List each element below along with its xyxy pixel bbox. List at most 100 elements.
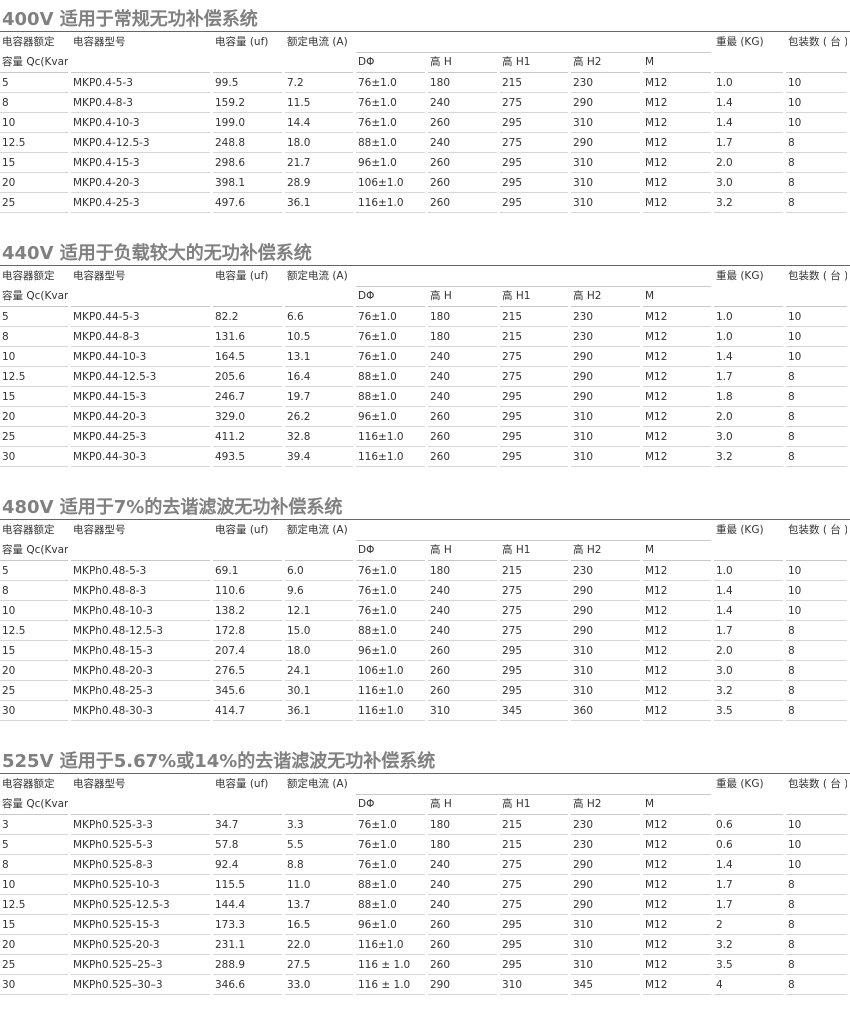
header-underline — [428, 560, 497, 561]
table-cell: 240 — [428, 581, 497, 601]
table-cell: 275 — [500, 581, 568, 601]
table-cell: M12 — [643, 975, 711, 995]
header-cell: DΦ — [358, 544, 375, 556]
header-underline — [0, 814, 68, 815]
table-cell: 131.6 — [213, 327, 282, 347]
table-cell: 36.1 — [285, 701, 353, 721]
header-cell: 电容量 (uf) — [215, 778, 269, 790]
table-cell: 3.2 — [714, 935, 783, 955]
top-rule — [0, 519, 850, 520]
header-underline — [285, 560, 353, 561]
header-cell: 高 H1 — [502, 290, 531, 302]
table-cell: 1.7 — [714, 367, 783, 387]
header-underline — [643, 814, 711, 815]
table-cell: 205.6 — [213, 367, 282, 387]
table-cell: 76±1.0 — [356, 327, 425, 347]
table-cell: 329.0 — [213, 407, 282, 427]
table-cell: 8 — [786, 153, 847, 173]
table-cell: 275 — [500, 367, 568, 387]
header-cell: 高 H2 — [573, 798, 602, 810]
section-title: 525V 适用于5.67%或14%的去谐滤波无功补偿系统 — [2, 751, 436, 772]
header-cell: 额定电流 (A) — [287, 524, 348, 536]
table-cell: 10 — [786, 581, 847, 601]
table-cell: 230 — [571, 561, 640, 581]
table-cell: 57.8 — [213, 835, 282, 855]
table-cell: M12 — [643, 681, 711, 701]
table-cell: 290 — [571, 621, 640, 641]
table-cell: 240 — [428, 347, 497, 367]
table-cell: 0.6 — [714, 815, 783, 835]
table-cell: 144.4 — [213, 895, 282, 915]
table-cell: 1.4 — [714, 347, 783, 367]
table-cell: 32.8 — [285, 427, 353, 447]
table-cell: MKP0.44-25-3 — [71, 427, 210, 447]
table-cell: MKP0.44-20-3 — [71, 407, 210, 427]
table-cell: 275 — [500, 601, 568, 621]
table-cell: 25 — [0, 427, 68, 447]
top-rule — [0, 31, 850, 32]
table-cell: 275 — [500, 93, 568, 113]
table-cell: 8 — [0, 581, 68, 601]
table-cell: 110.6 — [213, 581, 282, 601]
table-cell: 26.2 — [285, 407, 353, 427]
table-cell: 76±1.0 — [356, 93, 425, 113]
header-underline — [714, 814, 783, 815]
header-underline — [571, 306, 640, 307]
table-cell: 8 — [0, 327, 68, 347]
table-cell: 1.4 — [714, 93, 783, 113]
table-cell: M12 — [643, 601, 711, 621]
table-cell: 310 — [571, 661, 640, 681]
header-cell: 包装数 ( 台 ) — [788, 524, 847, 536]
table-cell: MKP0.44-15-3 — [71, 387, 210, 407]
table-cell: M12 — [643, 915, 711, 935]
header-underline — [0, 72, 68, 73]
table-cell: 295 — [500, 153, 568, 173]
table-cell: 11.5 — [285, 93, 353, 113]
header-cell: DΦ — [358, 56, 375, 68]
table-cell: 1.4 — [714, 581, 783, 601]
table-cell: M12 — [643, 815, 711, 835]
table-cell: 69.1 — [213, 561, 282, 581]
header-cell: M — [645, 544, 655, 556]
header-cell: 电容器型号 — [73, 524, 126, 536]
table-cell: 275 — [500, 621, 568, 641]
table-cell: 92.4 — [213, 855, 282, 875]
table-cell: 295 — [500, 641, 568, 661]
table-cell: 3.2 — [714, 193, 783, 213]
table-cell: 360 — [571, 701, 640, 721]
table-cell: 3.2 — [714, 447, 783, 467]
table-cell: 12.5 — [0, 621, 68, 641]
header-cell: 包装数 ( 台 ) — [788, 36, 847, 48]
table-cell: MKPh0.48-15-3 — [71, 641, 210, 661]
header-cell: 电容量 (uf) — [215, 270, 269, 282]
header-underline — [285, 72, 353, 73]
table-cell: 10 — [786, 855, 847, 875]
table-cell: 8 — [786, 427, 847, 447]
table-cell: 8 — [786, 621, 847, 641]
table-cell: 207.4 — [213, 641, 282, 661]
table-cell: 76±1.0 — [356, 835, 425, 855]
header-cell: 电容量 (uf) — [215, 36, 269, 48]
table-cell: 76±1.0 — [356, 347, 425, 367]
table-cell: 8 — [0, 855, 68, 875]
table-cell: 28.9 — [285, 173, 353, 193]
table-cell: 275 — [500, 895, 568, 915]
header-cell: 高 H — [430, 544, 452, 556]
header-cell: 高 H1 — [502, 798, 531, 810]
table-cell: 10 — [786, 347, 847, 367]
header-underline — [285, 814, 353, 815]
table-cell: 215 — [500, 561, 568, 581]
table-cell: 25 — [0, 193, 68, 213]
table-cell: 230 — [571, 327, 640, 347]
table-cell: 116±1.0 — [356, 935, 425, 955]
table-cell: 180 — [428, 815, 497, 835]
table-cell: 275 — [500, 875, 568, 895]
header-underline — [786, 560, 847, 561]
table-cell: 295 — [500, 915, 568, 935]
table-cell: 240 — [428, 387, 497, 407]
table-cell: 215 — [500, 327, 568, 347]
table-cell: 10 — [786, 307, 847, 327]
header-cell: 电容器型号 — [73, 778, 126, 790]
table-cell: 240 — [428, 367, 497, 387]
header-underline — [500, 560, 568, 561]
